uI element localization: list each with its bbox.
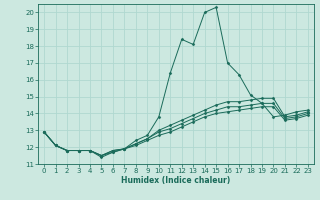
X-axis label: Humidex (Indice chaleur): Humidex (Indice chaleur): [121, 176, 231, 185]
